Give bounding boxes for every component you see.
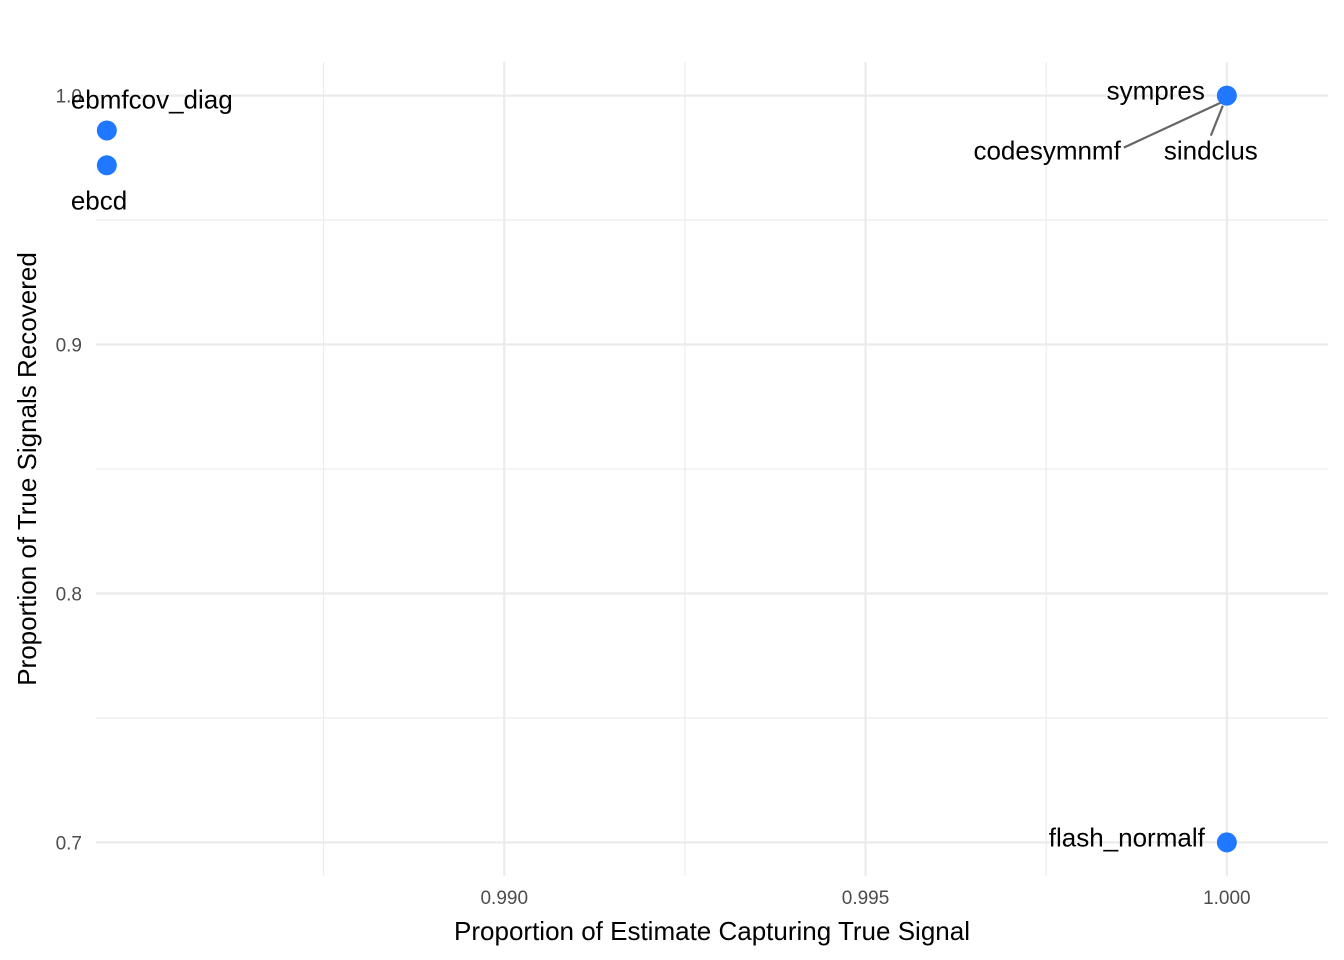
point-label: ebmfcov_diag: [71, 84, 233, 114]
x-tick-label: 0.990: [480, 888, 528, 909]
y-tick-label: 0.7: [56, 833, 82, 854]
tick-labels: 0.990 0.995 1.000 0.7 0.8 0.9 1.0: [56, 87, 1251, 909]
leader-line: [1209, 105, 1224, 137]
y-tick-label: 1.0: [56, 87, 82, 108]
data-points: [96, 85, 1237, 853]
point-label: codesymnmf: [973, 136, 1121, 166]
data-point: [96, 120, 117, 141]
data-point: [1216, 832, 1237, 853]
x-tick-label: 1.000: [1203, 888, 1251, 909]
point-label: sympres: [1107, 76, 1205, 106]
x-axis-title: Proportion of Estimate Capturing True Si…: [454, 916, 970, 946]
x-tick-label: 0.995: [842, 888, 890, 909]
y-tick-label: 0.8: [56, 584, 82, 605]
point-label: flash_normalf: [1049, 822, 1206, 852]
data-point: [1216, 85, 1237, 106]
grid-lines: [96, 62, 1328, 876]
leader-line: [1123, 101, 1222, 149]
y-axis-title: Proportion of True Signals Recovered: [12, 252, 42, 686]
y-tick-label: 0.9: [56, 336, 82, 357]
label-leader-lines: [1123, 101, 1224, 149]
point-label: ebcd: [71, 185, 127, 215]
data-point: [96, 155, 117, 176]
point-label: sindclus: [1164, 136, 1258, 166]
